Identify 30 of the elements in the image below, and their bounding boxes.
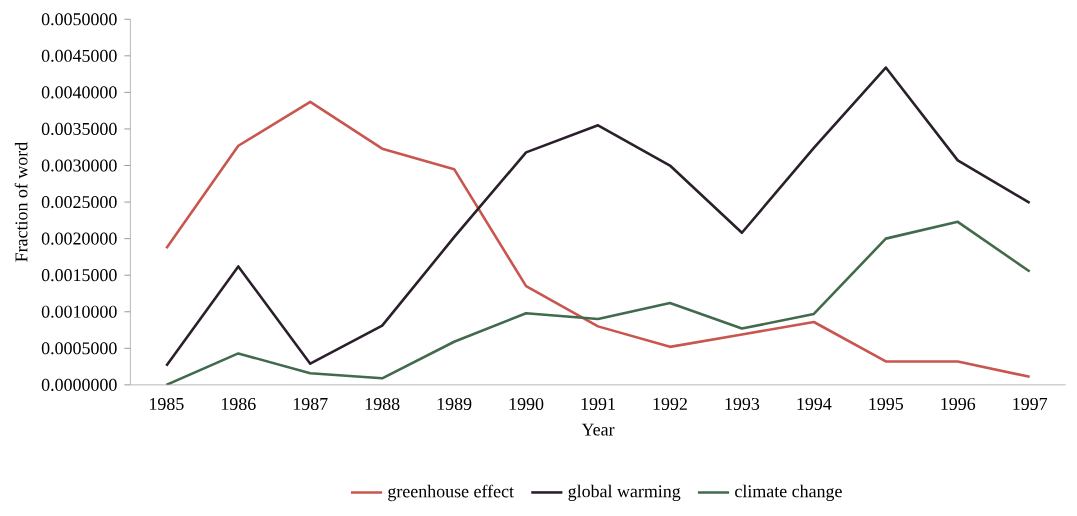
x-tick-label: 1986 <box>221 397 256 411</box>
legend-label: greenhouse effect <box>388 484 514 502</box>
y-tick-label: 0.0035000 <box>41 122 117 136</box>
y-tick-label: 0.0040000 <box>41 86 117 99</box>
x-tick-label: 1991 <box>581 397 615 411</box>
y-tick-label: 0.0015000 <box>41 269 117 282</box>
x-tick-label: 1987 <box>293 397 328 411</box>
y-tick-label: 0.0020000 <box>41 232 117 245</box>
x-tick-label: 1985 <box>149 397 184 411</box>
y-tick-label: 0.0030000 <box>41 159 117 172</box>
y-tick-label: 0.0045000 <box>41 49 117 63</box>
x-tick-label: 1995 <box>869 397 904 411</box>
y-tick-label: 0.0000000 <box>41 378 117 392</box>
x-tick-label: 1997 <box>1013 397 1048 411</box>
x-tick-label: 1989 <box>437 397 472 411</box>
legend-label: global warming <box>568 484 681 502</box>
x-tick-label: 1993 <box>725 397 760 411</box>
y-axis-title: Fraction of word <box>14 142 28 262</box>
x-axis-title: Year <box>581 423 615 436</box>
x-tick-label: 1996 <box>941 397 976 411</box>
x-tick-label: 1990 <box>509 397 544 411</box>
y-tick-label: 0.0010000 <box>41 305 117 318</box>
x-tick-label: 1988 <box>365 397 400 411</box>
x-tick-label: 1992 <box>653 397 687 411</box>
line-series <box>165 220 1031 385</box>
legend-label: climate change <box>735 484 842 502</box>
y-tick-label: 0.0025000 <box>41 196 117 209</box>
x-tick-label: 1994 <box>797 397 832 411</box>
y-tick-label: 0.0005000 <box>41 342 117 355</box>
y-tick-label: 0.0050000 <box>41 13 117 26</box>
